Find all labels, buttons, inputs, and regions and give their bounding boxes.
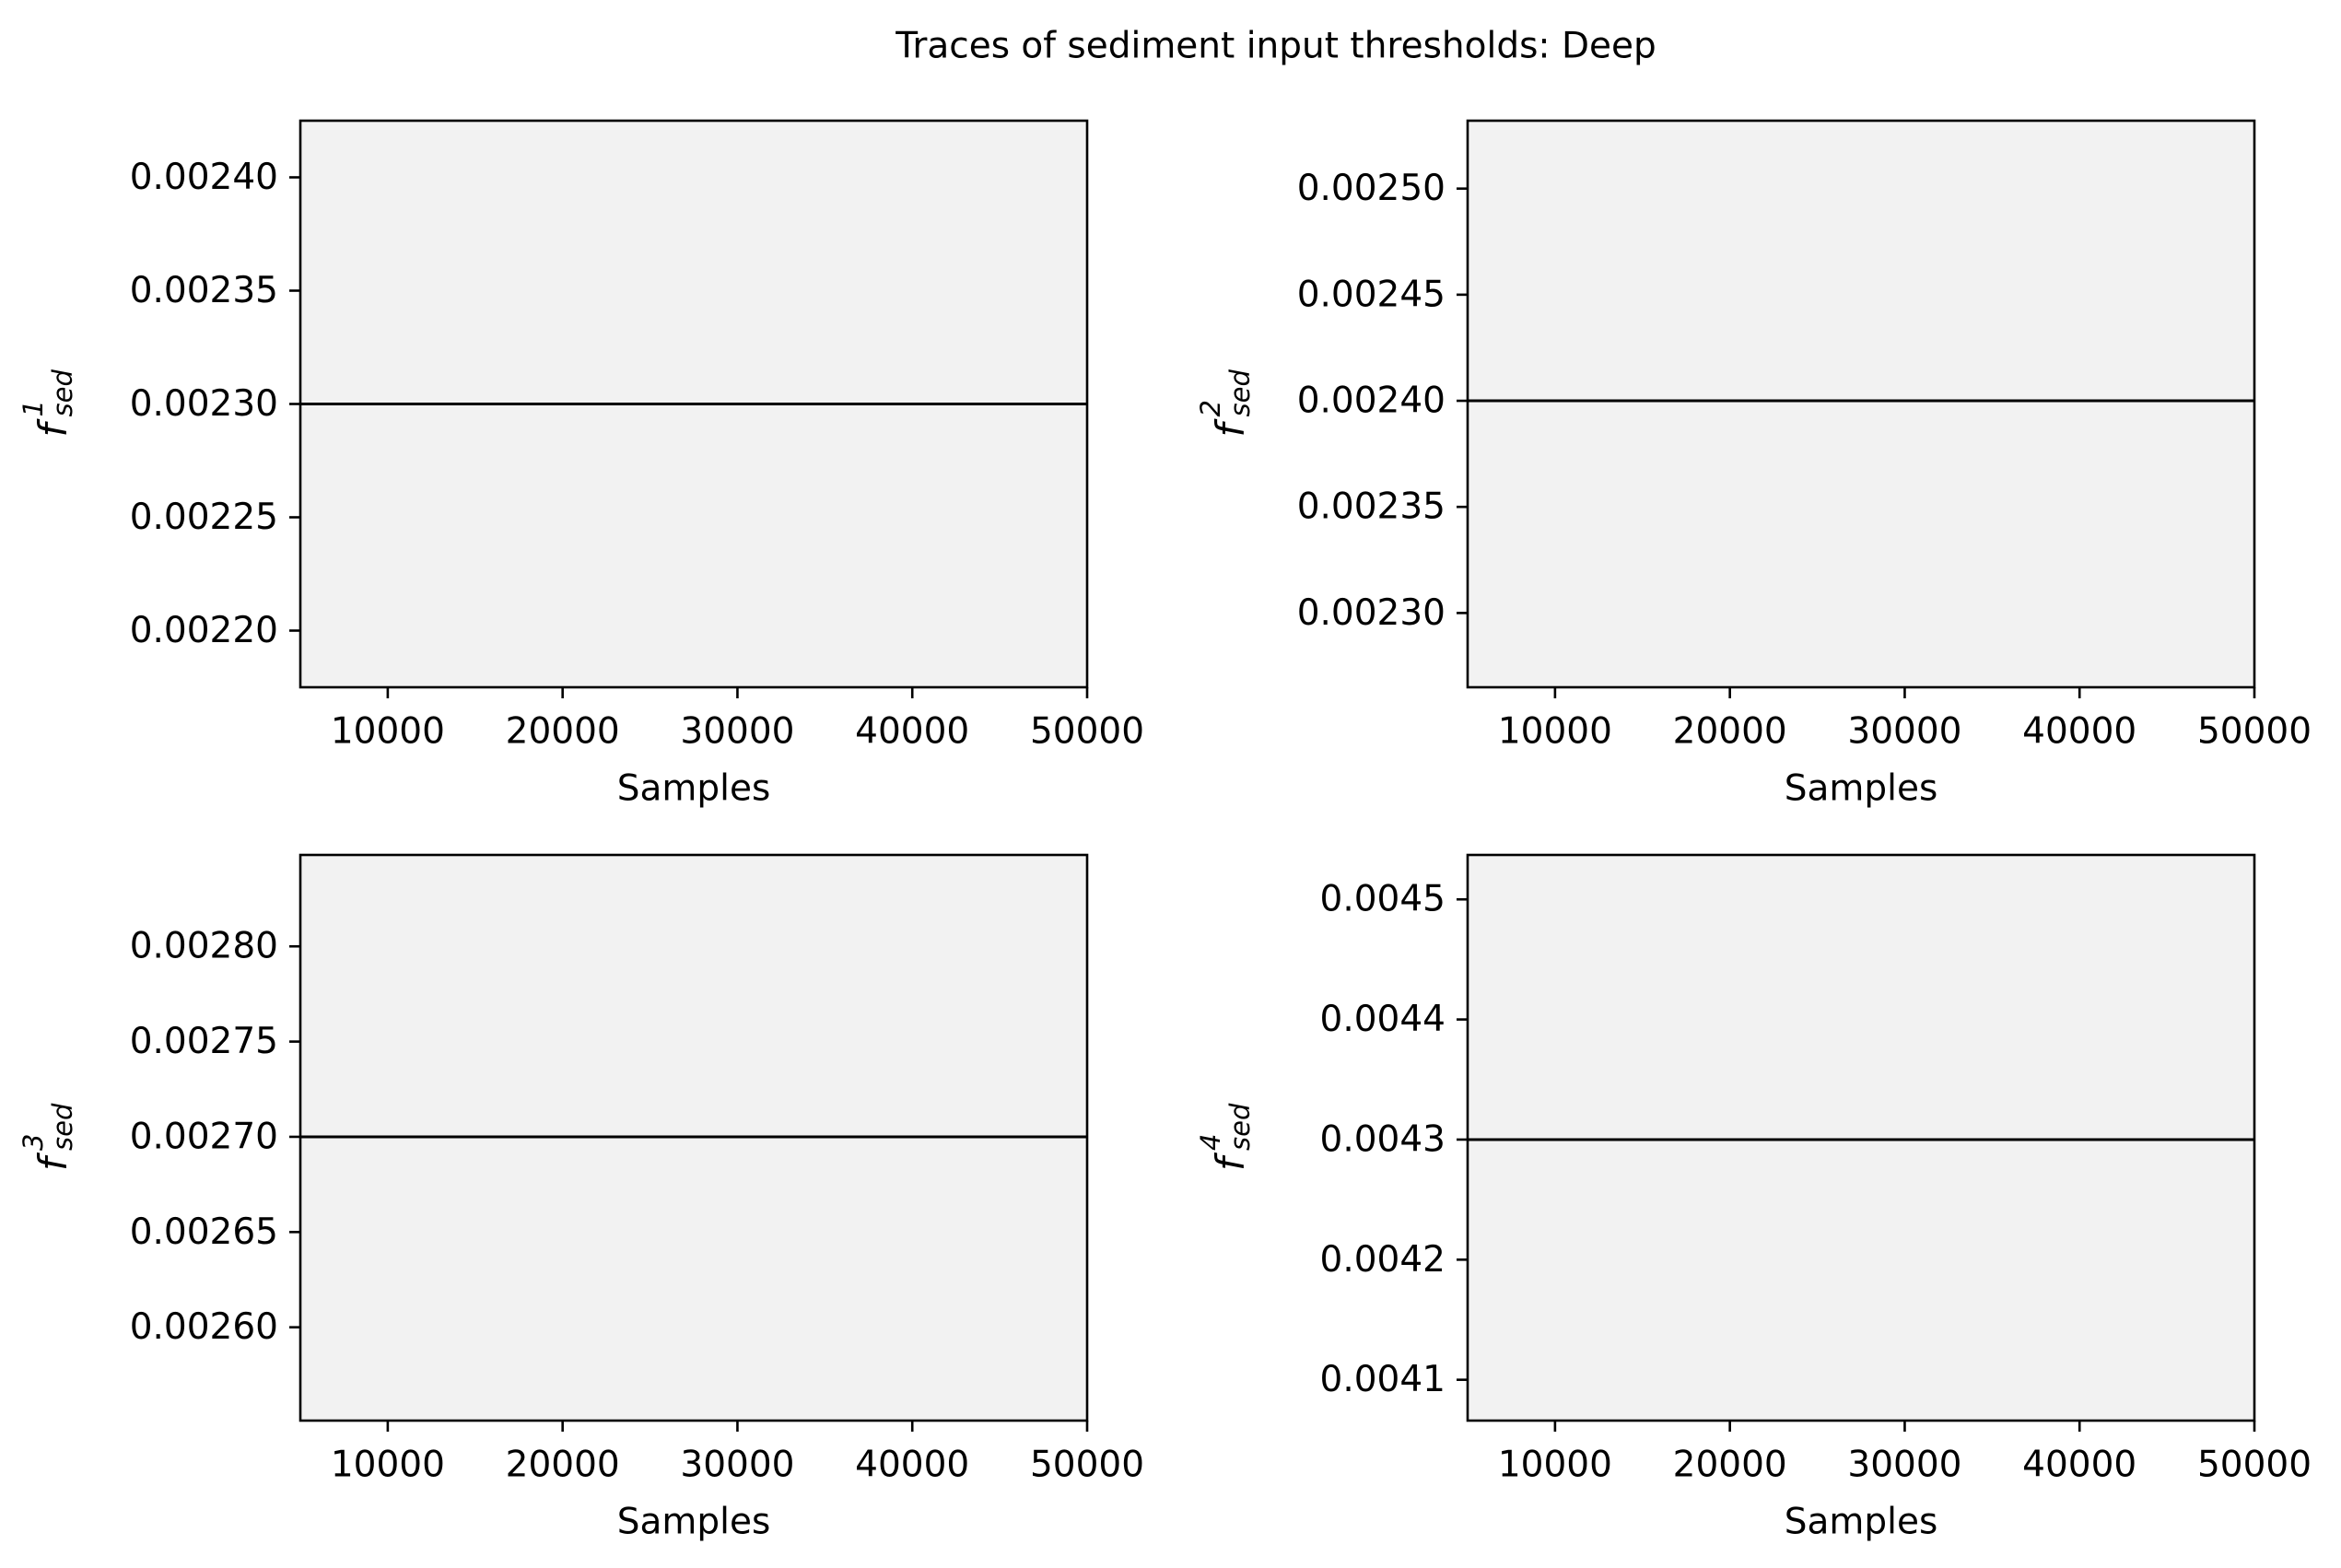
y-tick-label: 0.00260 xyxy=(130,1306,278,1348)
plot-area xyxy=(1468,855,2254,1421)
x-tick-label: 30000 xyxy=(1847,1445,1961,1486)
x-tick-label: 40000 xyxy=(855,1445,969,1486)
figure-title: Traces of sediment input thresholds: Dee… xyxy=(895,26,1656,67)
x-tick-label: 30000 xyxy=(680,711,794,753)
y-axis-label-subscript: sed xyxy=(1224,1103,1256,1151)
y-tick-label: 0.00240 xyxy=(1297,380,1446,422)
x-axis-label: Samples xyxy=(1785,1502,1938,1543)
subplot-2: 10000 20000 30000 40000 50000 0.00230 0.00235 0… xyxy=(1195,119,2312,810)
y-axis-label-subscript: sed xyxy=(1224,369,1256,417)
y-tick-label: 0.0042 xyxy=(1320,1239,1446,1281)
x-tick-label: 50000 xyxy=(1030,1445,1144,1486)
x-tick-label: 50000 xyxy=(2197,1445,2312,1486)
x-tick-label: 40000 xyxy=(2022,711,2136,753)
x-tick-label: 10000 xyxy=(1498,1445,1612,1486)
y-axis-label-superscript: 2 xyxy=(1195,400,1226,416)
subplot-1: 10000 20000 30000 40000 50000 0.00220 0.00225 0… xyxy=(18,119,1144,810)
y-tick-label: 0.00275 xyxy=(130,1021,278,1062)
y-tick-label: 0.00225 xyxy=(130,497,278,538)
y-tick-label: 0.00240 xyxy=(130,157,278,198)
x-tick-label: 10000 xyxy=(331,711,445,753)
x-tick-label: 20000 xyxy=(506,1445,620,1486)
subplot-3: 10000 20000 30000 40000 50000 0.00260 0.00265 0… xyxy=(18,853,1144,1543)
y-tick-label: 0.00235 xyxy=(1297,486,1446,528)
axes-frame xyxy=(1466,119,2256,689)
y-axis-label-superscript: 1 xyxy=(18,400,49,416)
x-tick-label: 20000 xyxy=(1673,1445,1787,1486)
plot-area xyxy=(1468,121,2254,687)
y-tick-label: 0.0044 xyxy=(1320,999,1446,1040)
y-tick-label: 0.0041 xyxy=(1320,1359,1446,1400)
y-tick-label: 0.00265 xyxy=(130,1211,278,1253)
x-tick-label: 10000 xyxy=(1498,711,1612,753)
x-axis-label: Samples xyxy=(617,1502,771,1543)
x-axis-label: Samples xyxy=(617,768,771,810)
y-tick-label: 0.0045 xyxy=(1320,879,1446,920)
x-tick-label: 40000 xyxy=(2022,1445,2136,1486)
x-tick-label: 30000 xyxy=(1847,711,1961,753)
x-axis-label: Samples xyxy=(1785,768,1938,810)
axes-frame xyxy=(1466,853,2256,1422)
y-tick-label: 0.00245 xyxy=(1297,274,1446,315)
x-tick-label: 50000 xyxy=(1030,711,1144,753)
y-axis-label-superscript: 4 xyxy=(1195,1134,1226,1151)
y-axis-label-superscript: 3 xyxy=(18,1134,49,1151)
x-tick-label: 20000 xyxy=(506,711,620,753)
y-tick-label: 0.00250 xyxy=(1297,168,1446,209)
x-tick-label: 20000 xyxy=(1673,711,1787,753)
y-tick-label: 0.00270 xyxy=(130,1116,278,1157)
x-tick-label: 30000 xyxy=(680,1445,794,1486)
y-axis-label-subscript: sed xyxy=(47,369,78,417)
y-tick-label: 0.00280 xyxy=(130,926,278,967)
y-tick-label: 0.00230 xyxy=(130,383,278,425)
y-tick-label: 0.00230 xyxy=(1297,592,1446,634)
y-tick-label: 0.00235 xyxy=(130,270,278,311)
y-tick-label: 0.0043 xyxy=(1320,1118,1446,1160)
y-axis-label-subscript: sed xyxy=(47,1103,78,1151)
subplot-4: 10000 20000 30000 40000 50000 0.0041 0.0042 0.0… xyxy=(1195,853,2312,1543)
x-tick-label: 50000 xyxy=(2197,711,2312,753)
y-tick-label: 0.00220 xyxy=(130,610,278,651)
x-tick-label: 40000 xyxy=(855,711,969,753)
x-tick-label: 10000 xyxy=(331,1445,445,1486)
